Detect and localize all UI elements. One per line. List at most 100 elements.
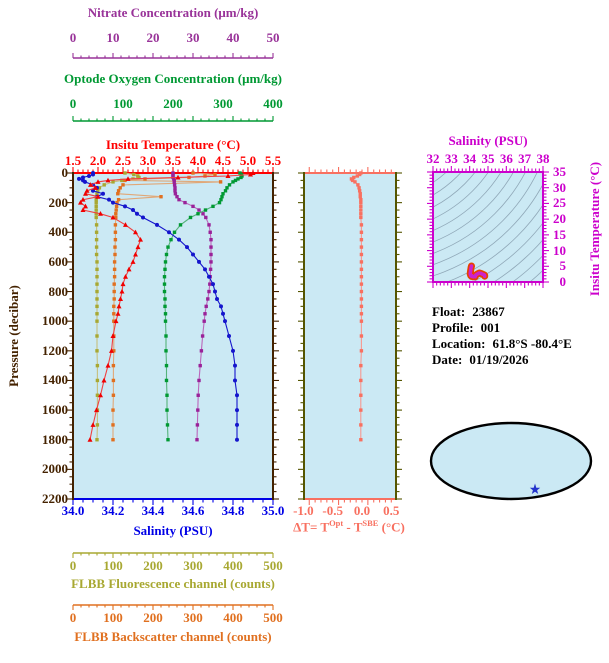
tick-label: 15 — [553, 226, 566, 242]
tick-label: 0 — [559, 274, 567, 289]
tick-label: 0 — [69, 96, 77, 111]
float-id-line: Float: 23867 — [432, 304, 572, 320]
tick-label: 100 — [113, 96, 133, 111]
tick-label: 3.5 — [164, 153, 182, 168]
profile-label: Profile: — [432, 320, 474, 335]
tick-label: 200 — [143, 610, 163, 625]
tick-label: 200 — [163, 96, 183, 111]
float-info-block: Float: 23867 Profile: 001 Location: 61.8°S … — [432, 304, 572, 368]
tick-label: 40 — [226, 30, 240, 45]
tick-label: 38 — [536, 151, 550, 166]
tick-label: 34.6 — [181, 503, 205, 518]
ts-salinity-axis-title: Salinity (PSU) — [448, 133, 528, 148]
tick-label: 300 — [183, 610, 203, 625]
main-profile-plot — [67, 167, 279, 505]
tick-label: 33 — [444, 151, 458, 166]
oxygen-axis-bar — [72, 116, 274, 122]
tick-label: 600 — [48, 253, 69, 269]
delta-t-plot — [298, 167, 402, 505]
tick-label: 0 — [61, 165, 69, 180]
tick-label: 400 — [223, 610, 243, 625]
float-label: Float: — [432, 304, 466, 319]
tick-label: 20 — [146, 30, 160, 45]
tick-label: 2000 — [42, 461, 68, 477]
world-map — [429, 421, 593, 501]
tick-label: 5.0 — [239, 153, 257, 168]
backscatter-axis-title: FLBB Backscatter channel (counts) — [74, 629, 272, 644]
oxygen-axis-title: Optode Oxygen Concentration (μm/kg) — [64, 71, 282, 86]
tick-label: 34.8 — [221, 503, 245, 518]
tick-label: 300 — [213, 96, 233, 111]
tick-label: 34 — [463, 151, 477, 166]
tick-label: 400 — [263, 96, 283, 111]
tick-label: 30 — [186, 30, 200, 45]
tick-label: 34.2 — [101, 503, 125, 518]
float-location-star — [529, 483, 541, 494]
tick-label: 37 — [518, 151, 532, 166]
tick-label: 400 — [48, 224, 69, 240]
tick-label: -0.5 — [322, 503, 343, 518]
nitrate-axis-title: Nitrate Concentration (μm/kg) — [87, 5, 259, 20]
tick-label: 34.0 — [61, 503, 85, 518]
tick-label: 400 — [223, 558, 243, 573]
tick-label: 300 — [183, 558, 203, 573]
tick-label: 100 — [103, 610, 123, 625]
tick-label: 0 — [69, 30, 77, 45]
delta-t-sup-sbe: SBE — [362, 518, 379, 528]
tick-label: 2.0 — [89, 153, 107, 168]
tick-label: 2.5 — [114, 153, 132, 168]
tick-label: 2200 — [42, 491, 68, 506]
tick-label: 1.5 — [64, 153, 82, 168]
salinity-axis-title: Salinity (PSU) — [133, 523, 213, 538]
tick-label: 32 — [426, 151, 440, 166]
tick-label: 3.0 — [139, 153, 157, 168]
ts-diagram — [427, 166, 549, 288]
tick-label: 35 — [553, 164, 566, 179]
tick-label: 5.5 — [264, 153, 282, 168]
pressure-axis-title: Pressure (decibar) — [6, 285, 21, 387]
tick-label: 1600 — [42, 402, 68, 418]
tick-label: 800 — [48, 283, 69, 299]
location-value: 61.8°S -80.4°E — [492, 336, 572, 351]
tick-label: 34.4 — [141, 503, 165, 518]
tick-label: 200 — [143, 558, 163, 573]
tick-label: -1.0 — [293, 503, 314, 518]
tick-label: 30 — [553, 179, 566, 195]
tick-label: 36 — [499, 151, 513, 166]
fluorescence-axis-bar — [72, 552, 274, 558]
delta-t-title-part: - T — [343, 519, 363, 535]
tick-label: 35.0 — [261, 503, 285, 518]
delta-t-sup-opt: Opt — [329, 518, 344, 528]
tick-label: 0 — [69, 558, 77, 573]
tick-label: 4.0 — [189, 153, 207, 168]
location-line: Location: 61.8°S -80.4°E — [432, 336, 572, 352]
tick-label: 1200 — [42, 342, 68, 358]
tick-label: 500 — [263, 610, 283, 625]
delta-t-title-part: (°C) — [378, 519, 405, 535]
tick-label: 0 — [69, 610, 77, 625]
tick-label: 20 — [553, 211, 566, 227]
profile-line: Profile: 001 — [432, 320, 572, 336]
tick-label: 0.0 — [353, 503, 371, 518]
tick-label: 5 — [559, 258, 567, 274]
tick-label: 4.5 — [214, 153, 232, 168]
temperature-axis-title: Insitu Temperature (°C) — [105, 137, 241, 152]
delta-t-title-part: ΔT= T — [293, 519, 330, 535]
tick-label: 35 — [481, 151, 495, 166]
tick-label: 1000 — [42, 313, 68, 329]
fluorescence-axis-title: FLBB Fluorescence channel (counts) — [71, 576, 275, 591]
date-label: Date: — [432, 352, 463, 367]
delta-t-axis-title: ΔT= TOpt - TSBE (°C) — [293, 518, 405, 535]
tick-label: 500 — [263, 558, 283, 573]
tick-label: 200 — [48, 194, 69, 210]
ts-temperature-axis-title: Insitu Temperature (°C) — [587, 161, 602, 297]
nitrate-axis-bar — [72, 53, 274, 59]
float-value: 23867 — [472, 304, 505, 319]
date-line: Date: 01/19/2026 — [432, 352, 572, 368]
tick-label: 0.5 — [383, 503, 400, 518]
tick-label: 100 — [103, 558, 123, 573]
tick-label: 10 — [553, 242, 566, 258]
tick-label: 25 — [553, 195, 566, 211]
